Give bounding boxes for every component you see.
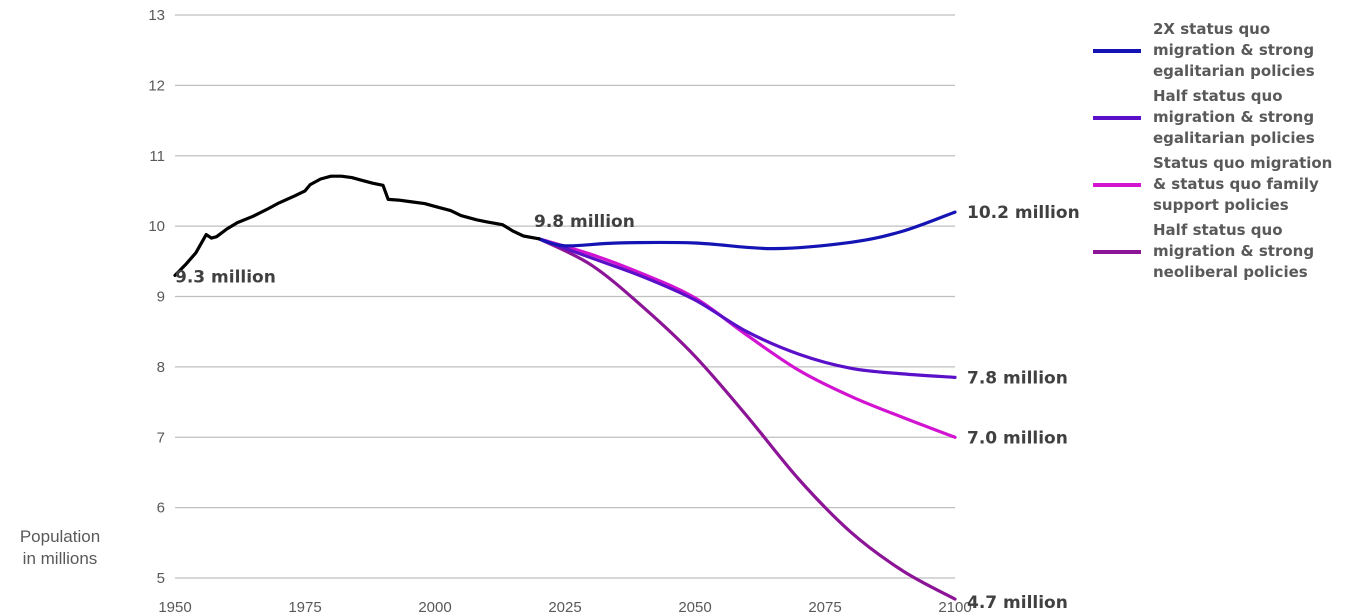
x-tick-label: 2050 <box>678 599 711 616</box>
value-annotations: 9.3 million 9.8 million 10.2 million 7.8 mi… <box>175 203 1080 613</box>
x-tick-label: 2000 <box>418 599 451 616</box>
legend-label: 2X status quo <box>1153 20 1270 38</box>
legend-label: Half status quo <box>1153 221 1283 239</box>
legend-label: egalitarian policies <box>1153 62 1315 80</box>
y-axis-label-line-2: in millions <box>23 549 98 568</box>
historical-line <box>173 174 541 277</box>
legend-label: migration & strong <box>1153 41 1314 59</box>
value-annotation: 7.8 million <box>967 368 1068 388</box>
y-tick-labels: 5 6 7 8 9 10 11 12 13 <box>148 7 165 587</box>
x-tick-label: 1975 <box>288 599 321 616</box>
legend-label: Half status quo <box>1153 87 1283 105</box>
value-annotation: 9.3 million <box>175 267 276 287</box>
y-axis-label: Population in millions <box>20 527 100 568</box>
value-annotation: 10.2 million <box>967 203 1080 223</box>
gridlines <box>175 14 955 579</box>
series-line-2 <box>537 237 957 379</box>
legend-label: egalitarian policies <box>1153 129 1315 147</box>
y-tick-label: 11 <box>149 148 165 165</box>
legend: 2X status quo migration & strong egalitari… <box>1093 20 1332 281</box>
y-tick-label: 5 <box>157 570 165 587</box>
y-tick-label: 7 <box>157 429 165 446</box>
y-tick-label: 13 <box>148 7 165 24</box>
x-tick-label: 2100 <box>938 599 971 616</box>
x-tick-label: 1950 <box>158 599 191 616</box>
y-tick-label: 9 <box>157 289 165 306</box>
value-annotation: 4.7 million <box>967 593 1068 613</box>
y-tick-label: 8 <box>157 359 165 376</box>
series-line-1 <box>537 210 957 251</box>
series-line-3 <box>537 237 957 439</box>
legend-label: Status quo migration <box>1153 154 1332 172</box>
value-annotation: 9.8 million <box>534 212 635 232</box>
legend-label: neoliberal policies <box>1153 263 1308 281</box>
y-tick-label: 12 <box>148 77 165 94</box>
legend-label: migration & strong <box>1153 108 1314 126</box>
legend-label: & status quo family <box>1153 175 1319 193</box>
value-annotation: 7.0 million <box>967 428 1068 448</box>
series-line-4 <box>537 237 957 601</box>
legend-label: migration & strong <box>1153 242 1314 260</box>
legend-label: support policies <box>1153 196 1289 214</box>
y-tick-label: 10 <box>148 218 165 235</box>
series-lines <box>173 174 957 601</box>
x-tick-label: 2025 <box>548 599 581 616</box>
y-tick-label: 6 <box>157 500 165 517</box>
y-axis-label-line-1: Population <box>20 527 100 546</box>
x-tick-label: 2075 <box>808 599 841 616</box>
x-tick-labels: 1950 1975 2000 2025 2050 2075 2100 <box>158 599 971 616</box>
